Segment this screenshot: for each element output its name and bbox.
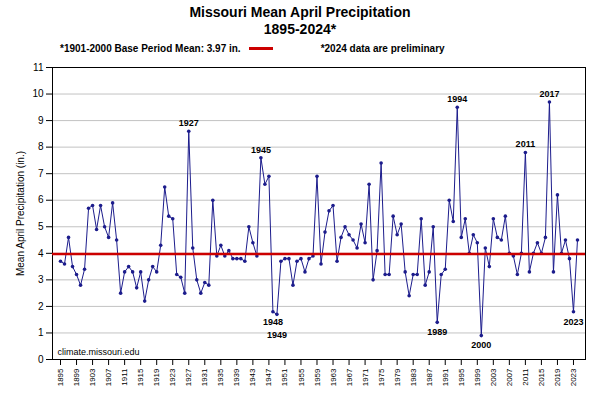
svg-text:1895: 1895 bbox=[56, 368, 65, 386]
svg-text:1999: 1999 bbox=[473, 368, 482, 386]
svg-text:1979: 1979 bbox=[393, 368, 402, 386]
html-text:Missouri Mean April Precipitat: Missouri Mean April Precipitation bbox=[189, 4, 411, 20]
svg-text:1983: 1983 bbox=[409, 368, 418, 386]
svg-text:1935: 1935 bbox=[216, 368, 225, 386]
svg-text:1927: 1927 bbox=[179, 118, 199, 128]
svg-text:1989: 1989 bbox=[427, 327, 447, 337]
svg-text:1939: 1939 bbox=[232, 368, 241, 386]
svg-text:0: 0 bbox=[38, 354, 44, 365]
svg-text:1967: 1967 bbox=[345, 368, 354, 386]
svg-text:2023: 2023 bbox=[563, 317, 583, 327]
svg-text:1971: 1971 bbox=[361, 368, 370, 386]
svg-text:3: 3 bbox=[38, 274, 44, 285]
svg-text:1991: 1991 bbox=[441, 368, 450, 386]
svg-text:2019: 2019 bbox=[553, 368, 562, 386]
svg-text:2023: 2023 bbox=[569, 368, 578, 386]
svg-text:4: 4 bbox=[38, 248, 44, 259]
svg-text:1907: 1907 bbox=[104, 368, 113, 386]
svg-text:11: 11 bbox=[33, 62, 44, 73]
svg-text:1951: 1951 bbox=[280, 368, 289, 386]
svg-text:1995: 1995 bbox=[457, 368, 466, 386]
svg-text:5: 5 bbox=[38, 221, 44, 232]
svg-text:1903: 1903 bbox=[88, 368, 97, 386]
svg-text:climate.missouri.edu: climate.missouri.edu bbox=[58, 347, 140, 357]
svg-text:10: 10 bbox=[32, 88, 44, 99]
svg-text:1899: 1899 bbox=[72, 368, 81, 386]
html-text:*1901-2000 Base Period Mean: 3: *1901-2000 Base Period Mean: 3.97 in. bbox=[60, 43, 241, 54]
svg-text:2015: 2015 bbox=[537, 368, 546, 386]
svg-text:1959: 1959 bbox=[313, 368, 322, 386]
svg-text:Mean April Precipitation (in.): Mean April Precipitation (in.) bbox=[15, 151, 26, 276]
svg-text:1947: 1947 bbox=[264, 368, 273, 386]
svg-text:2011: 2011 bbox=[516, 139, 536, 149]
svg-text:1955: 1955 bbox=[297, 368, 306, 386]
svg-text:1: 1 bbox=[38, 327, 44, 338]
svg-text:1919: 1919 bbox=[152, 368, 161, 386]
svg-text:1945: 1945 bbox=[251, 145, 271, 155]
svg-text:2007: 2007 bbox=[505, 368, 514, 386]
svg-text:1948: 1948 bbox=[263, 317, 283, 327]
svg-text:1931: 1931 bbox=[200, 368, 209, 386]
svg-text:8: 8 bbox=[38, 141, 44, 152]
html-text:1895-2024*: 1895-2024* bbox=[263, 21, 337, 37]
svg-text:2017: 2017 bbox=[539, 89, 559, 99]
svg-text:1987: 1987 bbox=[425, 368, 434, 386]
svg-text:2000: 2000 bbox=[471, 340, 491, 350]
svg-text:2011: 2011 bbox=[521, 368, 530, 386]
html-text:*2024 data are preliminary: *2024 data are preliminary bbox=[320, 43, 445, 54]
svg-text:1915: 1915 bbox=[136, 368, 145, 386]
svg-text:6: 6 bbox=[38, 194, 44, 205]
svg-text:7: 7 bbox=[38, 168, 44, 179]
svg-text:1911: 1911 bbox=[120, 368, 129, 386]
svg-text:9: 9 bbox=[38, 115, 44, 126]
svg-text:1975: 1975 bbox=[377, 368, 386, 386]
svg-text:1949: 1949 bbox=[267, 330, 287, 340]
svg-text:1943: 1943 bbox=[248, 368, 257, 386]
svg-text:1963: 1963 bbox=[329, 368, 338, 386]
svg-text:1923: 1923 bbox=[168, 368, 177, 386]
svg-text:2003: 2003 bbox=[489, 368, 498, 386]
svg-text:2: 2 bbox=[38, 301, 44, 312]
svg-text:1927: 1927 bbox=[184, 368, 193, 386]
svg-text:1994: 1994 bbox=[447, 94, 467, 104]
